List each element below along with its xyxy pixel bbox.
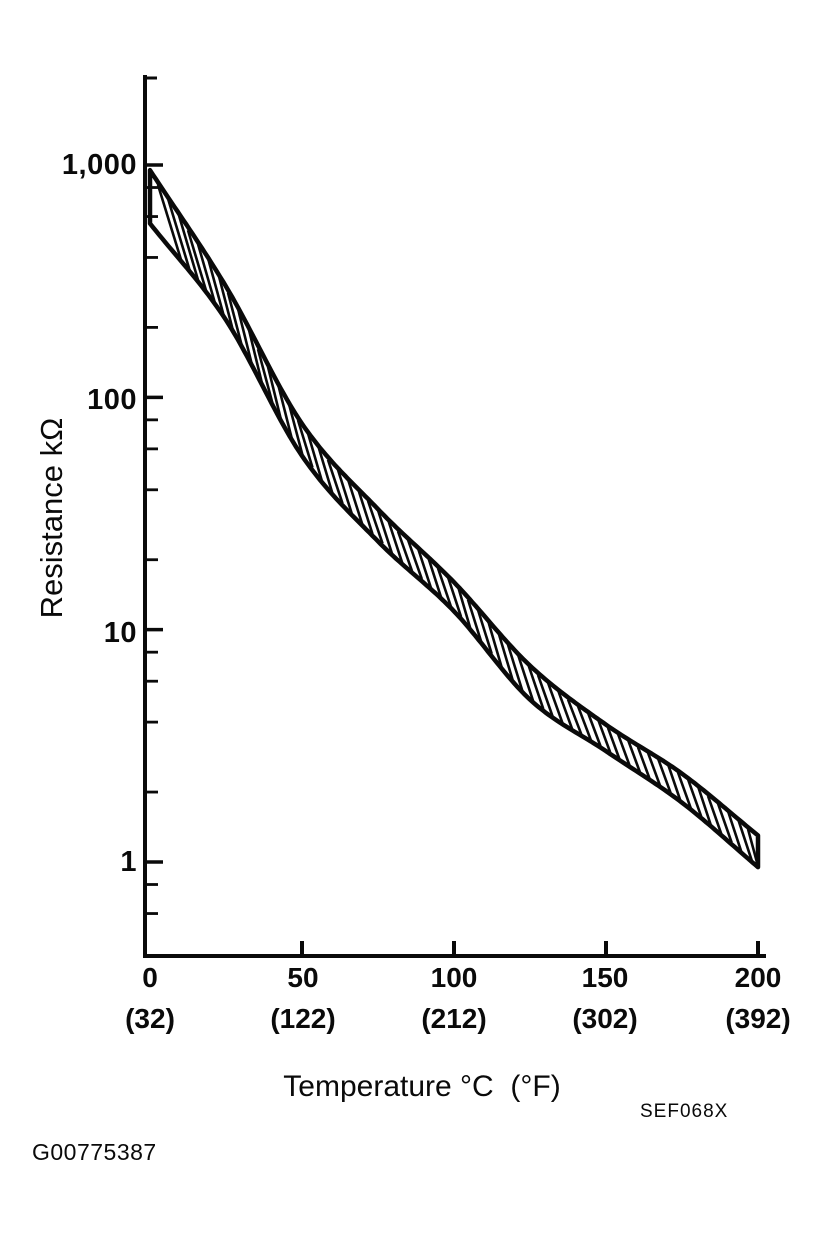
x-tick-label-302f: (302) (572, 1003, 638, 1034)
x-tick-label-392f: (392) (725, 1003, 791, 1034)
x-tick-label-100c: 100 (430, 962, 478, 993)
y-axis-title: Resistance kΩ (34, 417, 69, 619)
x-tick-label-32f: (32) (125, 1003, 175, 1034)
document-id: G00775387 (32, 1139, 157, 1165)
y-tick-label-10: 10 (103, 617, 137, 649)
figure-code: SEF068X (640, 1101, 729, 1122)
x-tick-label-122f: (122) (270, 1003, 336, 1034)
x-tick-label-200c: 200 (734, 962, 782, 993)
x-tick-label-150c: 150 (581, 962, 629, 993)
x-axis-title: Temperature °C (°F) (283, 1070, 561, 1103)
y-tick-label-1: 1 (120, 846, 137, 878)
x-tick-label-0c: 0 (142, 962, 158, 993)
y-tick-label-100: 100 (87, 384, 137, 416)
x-tick-label-212f: (212) (421, 1003, 487, 1034)
x-tick-label-50c: 50 (287, 962, 319, 993)
y-tick-label-1000: 1,000 (61, 149, 137, 181)
